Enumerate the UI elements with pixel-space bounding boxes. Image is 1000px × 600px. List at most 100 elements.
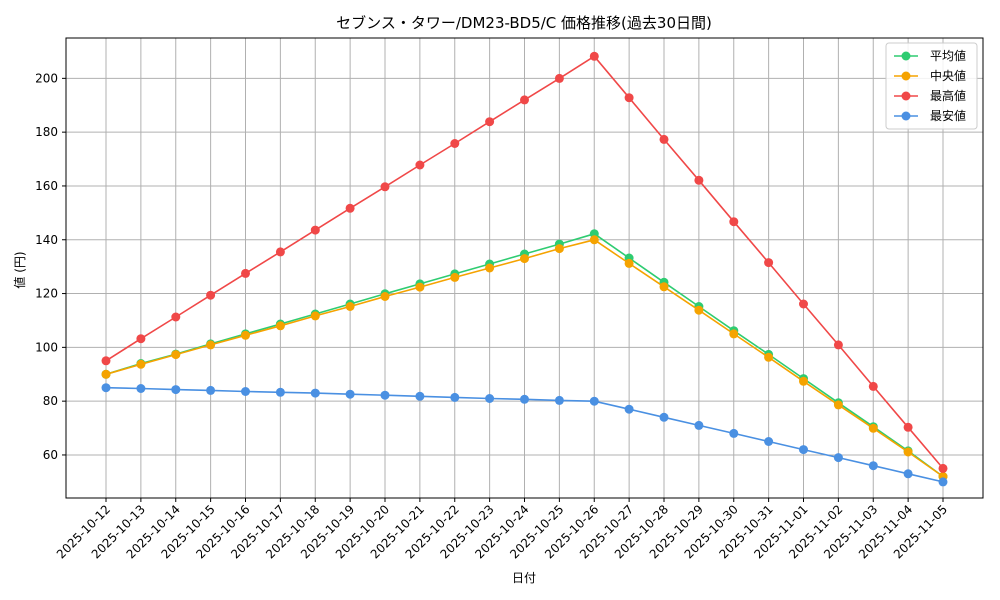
data-point [799, 376, 808, 386]
y-tick-label: 200 [35, 71, 58, 85]
legend-entry: 最高値 [894, 88, 966, 103]
data-point [171, 350, 181, 360]
data-point [171, 385, 181, 395]
data-point [450, 139, 460, 148]
legend-label: 中央値 [930, 68, 966, 83]
series-2 [101, 51, 948, 473]
data-point [415, 391, 425, 401]
data-point [659, 134, 669, 144]
y-tick-label: 120 [35, 287, 58, 301]
data-point [485, 263, 495, 273]
data-point [554, 244, 564, 254]
data-point [136, 334, 146, 344]
data-point [415, 160, 425, 170]
data-point [729, 329, 739, 339]
y-tick-label: 140 [35, 233, 58, 247]
data-point [485, 117, 495, 127]
data-point [380, 292, 390, 301]
data-point [171, 312, 181, 322]
y-tick-label: 60 [43, 448, 58, 462]
data-point [380, 390, 390, 400]
data-point [589, 51, 599, 61]
data-point [275, 387, 285, 397]
data-point [310, 311, 320, 321]
data-point [624, 404, 634, 414]
data-point [136, 384, 146, 393]
data-point [624, 93, 634, 103]
legend-marker [901, 71, 911, 81]
y-tick-label: 80 [43, 394, 58, 408]
data-point [868, 423, 878, 433]
data-point [554, 73, 564, 83]
data-point [241, 330, 250, 340]
data-point [694, 175, 704, 185]
data-point [694, 305, 704, 315]
data-point [310, 225, 320, 235]
y-axis-label: 値 (円) [12, 251, 27, 288]
data-point [101, 356, 111, 366]
legend-label: 最高値 [930, 88, 966, 103]
grid [66, 38, 983, 498]
data-point [206, 340, 216, 350]
data-point [799, 445, 808, 455]
data-point [903, 469, 913, 479]
legend-marker [901, 51, 911, 61]
data-point [764, 352, 774, 362]
data-point [764, 258, 774, 268]
chart-title: セブンス・タワー/DM23-BD5/C 価格推移(過去30日間) [336, 14, 712, 32]
legend-label: 最安値 [930, 108, 966, 123]
data-point [520, 95, 529, 105]
data-point [868, 381, 878, 391]
data-point [485, 394, 495, 403]
data-point [729, 217, 739, 227]
data-point [903, 422, 913, 432]
data-point [241, 387, 250, 396]
legend-label: 平均値 [930, 48, 966, 63]
data-point [275, 247, 285, 257]
data-point [764, 437, 774, 446]
data-point [694, 420, 704, 430]
data-point [101, 369, 111, 379]
data-point [310, 388, 320, 398]
data-point [136, 359, 146, 369]
series-1 [101, 235, 948, 481]
legend-box [885, 42, 978, 130]
data-point [206, 385, 216, 395]
data-point [520, 254, 529, 264]
data-point [345, 203, 355, 213]
x-axis-label: 日付 [512, 571, 536, 585]
y-tick-label: 180 [35, 125, 58, 139]
data-point [729, 428, 739, 438]
data-point [659, 282, 669, 292]
data-point [241, 268, 250, 278]
legend-entry: 中央値 [894, 68, 966, 83]
data-point [415, 282, 425, 292]
data-point [345, 302, 355, 311]
data-point [833, 400, 843, 410]
data-point [903, 447, 913, 457]
data-point [833, 340, 843, 350]
data-point [206, 290, 216, 300]
y-tick-label: 100 [35, 340, 58, 354]
data-point [101, 383, 111, 393]
legend-marker [901, 111, 911, 121]
data-point [624, 258, 634, 268]
data-point [799, 299, 808, 309]
data-point [450, 272, 460, 282]
legend-marker [901, 91, 911, 101]
data-point [450, 392, 460, 402]
data-point [520, 394, 529, 404]
data-point [833, 453, 843, 463]
legend-entry: 平均値 [894, 48, 966, 63]
legend-entry: 最安値 [894, 108, 966, 123]
data-point [589, 235, 599, 245]
data-point [938, 463, 948, 473]
y-tick-label: 160 [35, 179, 58, 193]
data-point [275, 321, 285, 331]
data-point [589, 396, 599, 406]
data-point [938, 477, 948, 487]
data-point [868, 461, 878, 471]
series-3 [101, 383, 948, 487]
